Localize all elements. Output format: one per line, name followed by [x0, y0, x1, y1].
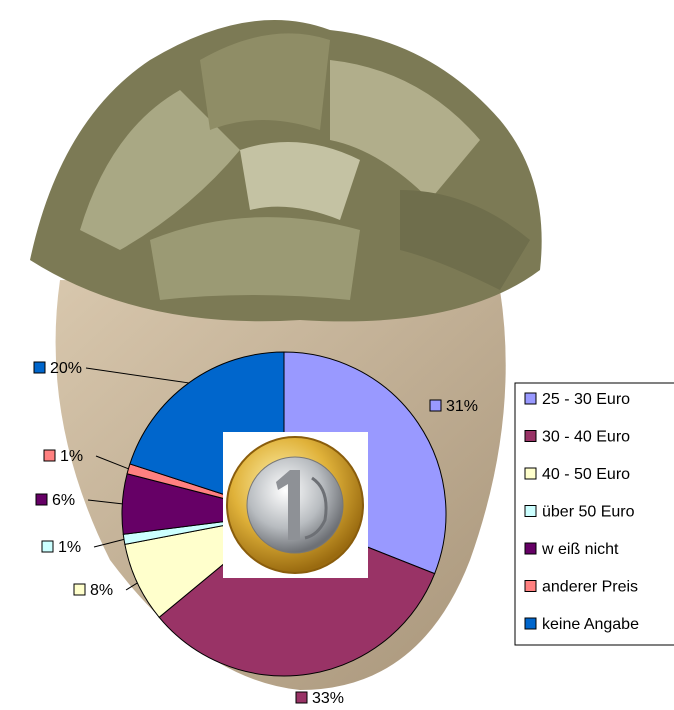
legend-swatch [524, 580, 537, 592]
coin-picture [223, 432, 368, 578]
legend-box [514, 382, 674, 646]
legend-swatch [524, 542, 537, 555]
legend-swatch [524, 617, 537, 630]
data-label: 1% [60, 448, 83, 465]
legend-swatch [524, 430, 537, 442]
leader-line [125, 582, 138, 591]
legend-label: 40 - 50 Euro [542, 466, 630, 483]
legend-label: anderer Preis [542, 579, 638, 596]
leader-line [95, 455, 129, 470]
data-label: 1% [58, 539, 81, 556]
legend-label: 25 - 30 Euro [542, 391, 630, 408]
legend-label: über 50 Euro [542, 504, 635, 521]
label-swatch [429, 399, 442, 412]
leader-line [87, 499, 123, 505]
leader-line [93, 538, 125, 548]
data-label: 6% [52, 492, 75, 509]
data-label: 33% [312, 690, 344, 707]
label-swatch [73, 583, 86, 596]
label-swatch [43, 449, 56, 462]
legend-swatch [524, 467, 537, 480]
leader-line [85, 367, 189, 384]
legend-swatch [524, 505, 537, 517]
label-swatch [35, 493, 48, 506]
legend-swatch [524, 392, 537, 405]
label-swatch [33, 361, 46, 374]
legend-label: keine Angabe [542, 616, 639, 633]
data-label: 8% [90, 582, 113, 599]
label-swatch [295, 691, 308, 704]
data-label: 31% [446, 398, 478, 415]
legend-label: 30 - 40 Euro [542, 429, 630, 446]
legend-label: w eiß nicht [541, 541, 619, 558]
data-label: 20% [50, 360, 82, 377]
label-swatch [41, 540, 54, 553]
